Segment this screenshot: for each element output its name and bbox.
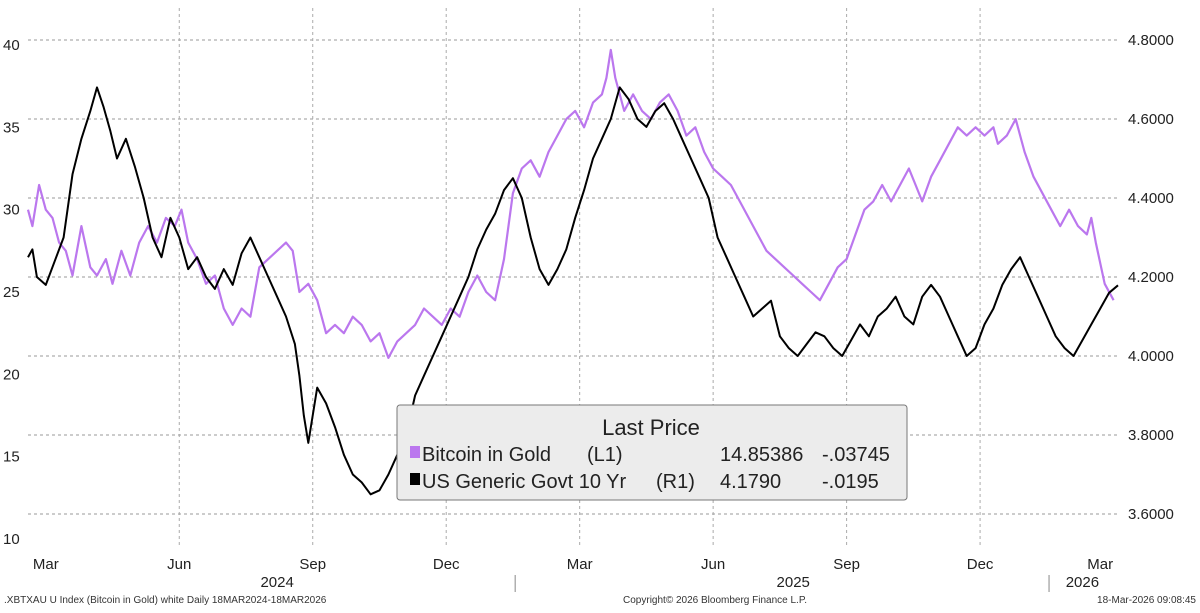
series-line-us-10yr <box>27 86 1119 496</box>
legend-frame <box>396 404 908 501</box>
left-tick-label: 40 <box>3 37 20 54</box>
left-tick-label: 10 <box>3 531 20 548</box>
legend-change-bitcoin: -.03745 <box>822 444 890 466</box>
x-tick-label: Mar <box>1087 556 1113 573</box>
right-tick-label: 3.6000 <box>1128 506 1174 523</box>
right-tick-label: 4.4000 <box>1128 190 1174 207</box>
legend-last-us10y: 4.1790 <box>720 471 781 493</box>
right-tick-label: 4.0000 <box>1128 348 1174 365</box>
gridlines <box>28 8 1118 548</box>
footer-timestamp: 18-Mar-2026 09:08:45 <box>1097 595 1196 606</box>
x-tick-label: Dec <box>433 556 460 573</box>
legend-last-bitcoin: 14.85386 <box>720 444 803 466</box>
legend-change-us10y: -.0195 <box>822 471 879 493</box>
legend-name-us10y: US Generic Govt 10 Yr <box>422 471 627 493</box>
legend-swatch-bitcoin <box>410 446 420 458</box>
left-tick-label: 20 <box>3 366 20 383</box>
x-tick-label: Jun <box>701 556 725 573</box>
year-label: 2026 <box>1066 574 1099 591</box>
legend-name-bitcoin: Bitcoin in Gold <box>422 444 551 466</box>
left-tick-label: 35 <box>3 119 20 136</box>
year-label: 2025 <box>777 574 810 591</box>
year-label: 2024 <box>260 574 293 591</box>
x-tick-label: Dec <box>967 556 994 573</box>
legend-axis-bitcoin: (L1) <box>587 444 623 466</box>
x-tick-label: Mar <box>567 556 593 573</box>
legend-swatch-us10y <box>410 473 420 485</box>
left-tick-label: 15 <box>3 449 20 466</box>
right-tick-label: 4.6000 <box>1128 111 1174 128</box>
x-tick-label: Mar <box>33 556 59 573</box>
legend-title: Last Price <box>602 415 700 440</box>
right-tick-label: 3.8000 <box>1128 427 1174 444</box>
right-tick-label: 4.2000 <box>1128 269 1174 286</box>
footer-copyright: Copyright© 2026 Bloomberg Finance L.P. <box>623 595 807 606</box>
series-line-bitcoin-in-gold <box>26 48 1115 359</box>
x-tick-label: Sep <box>833 556 860 573</box>
left-tick-label: 30 <box>3 202 20 219</box>
footer-source: .XBTXAU U Index (Bitcoin in Gold) white … <box>4 595 327 606</box>
x-tick-label: Sep <box>299 556 326 573</box>
left-tick-label: 25 <box>3 284 20 301</box>
series <box>26 48 1119 496</box>
legend-box: Last Price Bitcoin in Gold (L1) 14.85386… <box>396 404 908 501</box>
x-tick-label: Jun <box>167 556 191 573</box>
legend-axis-us10y: (R1) <box>656 471 695 493</box>
right-tick-label: 4.8000 <box>1128 32 1174 49</box>
